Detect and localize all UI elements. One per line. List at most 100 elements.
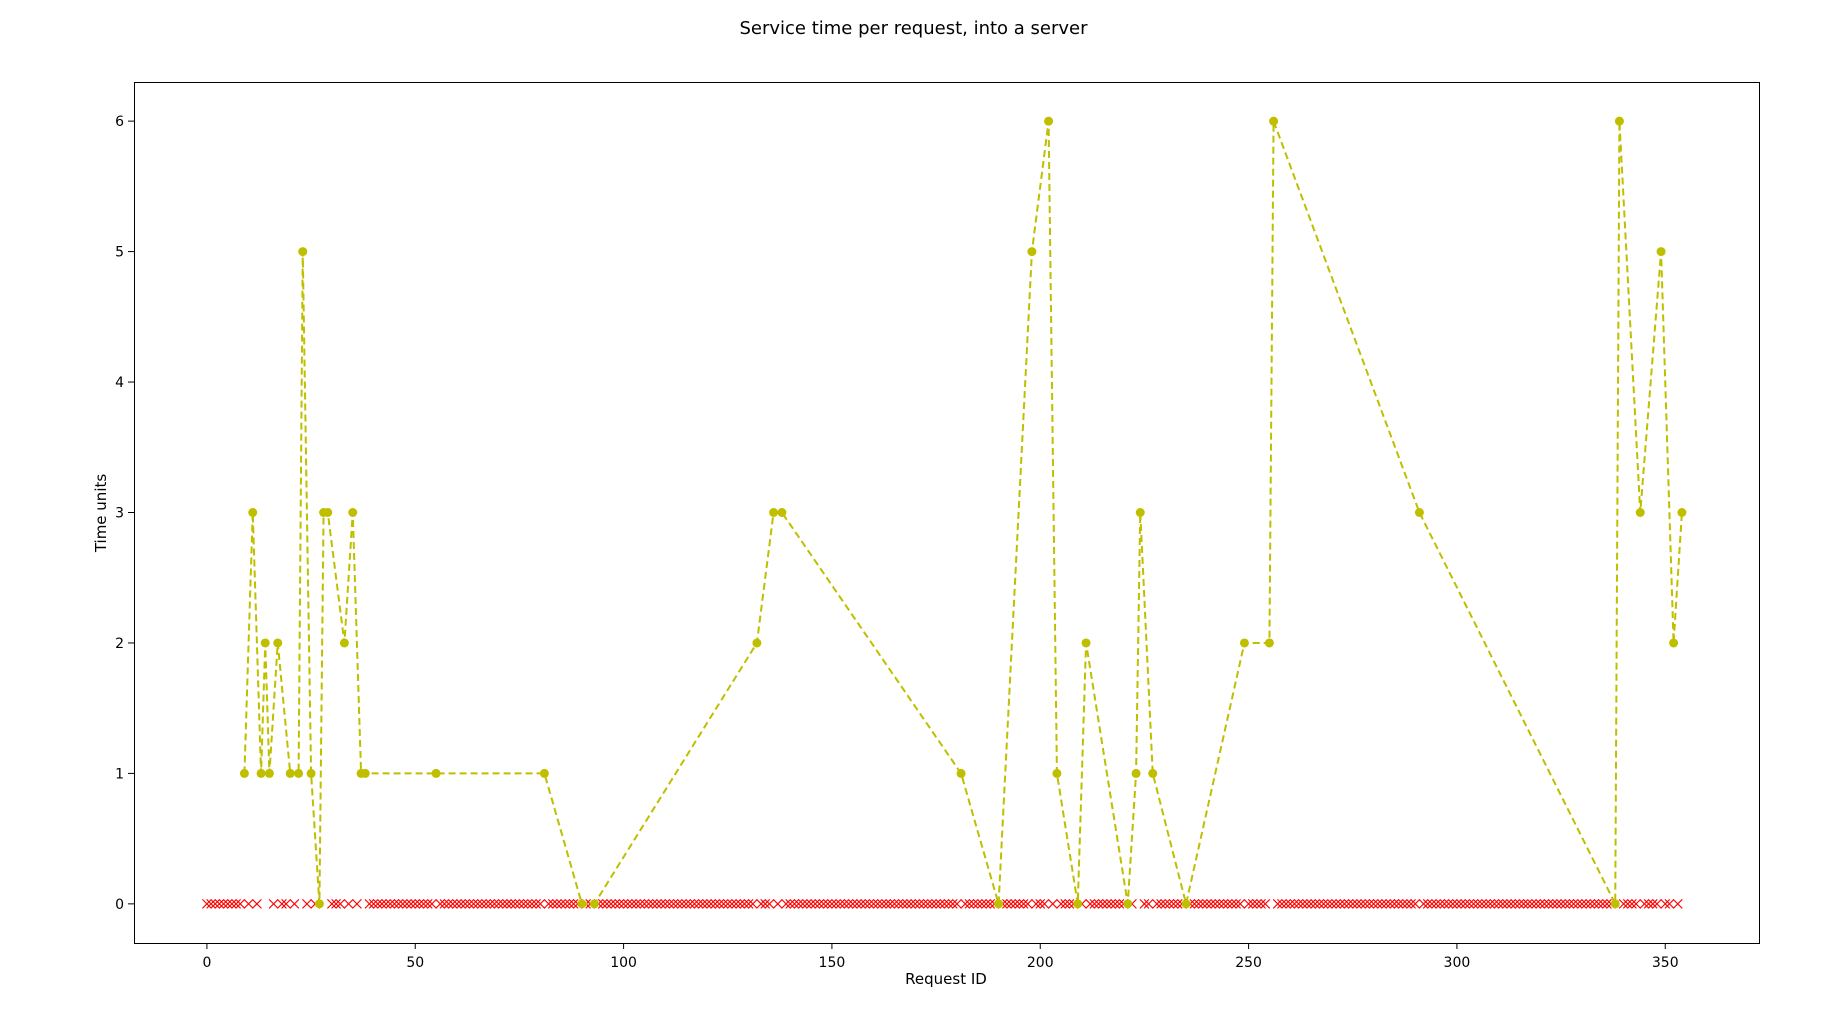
- service-time-point: [1181, 899, 1191, 909]
- dropped-request-marker: [531, 898, 542, 909]
- dropped-request-marker: [1422, 898, 1433, 909]
- dropped-request-marker: [1289, 898, 1300, 909]
- dropped-request-marker: [1101, 898, 1112, 909]
- dropped-request-marker: [1572, 898, 1583, 909]
- dropped-request-marker: [456, 898, 467, 909]
- dropped-request-marker: [685, 898, 696, 909]
- dropped-request-marker: [843, 898, 854, 909]
- y-tick-label: 3: [115, 506, 124, 522]
- dropped-request-marker: [1476, 898, 1487, 909]
- dropped-request-marker: [1160, 898, 1171, 909]
- dropped-request-marker: [1647, 898, 1658, 909]
- dropped-request-marker: [951, 898, 962, 909]
- dropped-request-marker: [1168, 898, 1179, 909]
- dropped-request-marker: [847, 898, 858, 909]
- dropped-request-marker: [1006, 898, 1017, 909]
- dropped-request-marker: [964, 898, 975, 909]
- dropped-request-marker: [643, 898, 654, 909]
- dropped-request-marker: [1301, 898, 1312, 909]
- service-time-point: [1269, 116, 1279, 126]
- service-time-point: [1073, 899, 1083, 909]
- dropped-request-marker: [535, 898, 546, 909]
- dropped-request-marker: [1351, 898, 1362, 909]
- dropped-request-marker: [918, 898, 929, 909]
- dropped-request-marker: [1201, 898, 1212, 909]
- dropped-request-marker: [881, 898, 892, 909]
- dropped-request-marker: [1468, 898, 1479, 909]
- dropped-request-marker: [789, 898, 800, 909]
- dropped-request-marker: [1014, 898, 1025, 909]
- dropped-request-marker: [835, 898, 846, 909]
- dropped-request-marker: [1664, 898, 1675, 909]
- dropped-request-marker: [1035, 898, 1046, 909]
- dropped-request-marker: [931, 898, 942, 909]
- dropped-request-marker: [856, 898, 867, 909]
- dropped-request-marker: [510, 898, 521, 909]
- dropped-request-marker: [468, 898, 479, 909]
- dropped-request-marker: [1097, 898, 1108, 909]
- service-time-markers: [239, 116, 1687, 909]
- dropped-request-marker: [1164, 898, 1175, 909]
- service-time-point: [956, 768, 966, 778]
- dropped-request-marker: [514, 898, 525, 909]
- dropped-request-marker: [564, 898, 575, 909]
- dropped-request-marker: [268, 898, 279, 909]
- dropped-request-marker: [864, 898, 875, 909]
- service-time-point: [539, 768, 549, 778]
- dropped-request-marker: [714, 898, 725, 909]
- dropped-request-marker: [726, 898, 737, 909]
- dropped-request-marker: [885, 898, 896, 909]
- dropped-request-marker: [1018, 898, 1029, 909]
- dropped-request-marker: [1222, 898, 1233, 909]
- dropped-request-marker: [631, 898, 642, 909]
- dropped-request-marker: [660, 898, 671, 909]
- dropped-request-marker: [1235, 898, 1246, 909]
- dropped-request-marker: [1381, 898, 1392, 909]
- dropped-request-marker: [676, 898, 687, 909]
- dropped-request-marker: [876, 898, 887, 909]
- dropped-request-marker: [1456, 898, 1467, 909]
- dropped-request-marker: [1172, 898, 1183, 909]
- x-axis-ticks: 0 50 100 150 200 250 300 350: [202, 943, 1679, 971]
- dropped-request-marker: [760, 898, 771, 909]
- service-time-point: [431, 768, 441, 778]
- service-time-point: [1414, 508, 1424, 517]
- x-axis-label: Request ID: [905, 970, 987, 988]
- service-time-point: [577, 899, 587, 909]
- dropped-request-marker: [451, 898, 462, 909]
- dropped-request-marker: [1651, 898, 1662, 909]
- dropped-request-marker: [289, 898, 300, 909]
- dropped-request-marker: [906, 898, 917, 909]
- dropped-request-marker: [201, 898, 212, 909]
- dropped-request-marker: [301, 898, 312, 909]
- service-time-point: [1123, 899, 1133, 909]
- dropped-request-marker: [1256, 898, 1267, 909]
- dropped-request-marker: [822, 898, 833, 909]
- dropped-request-marker: [939, 898, 950, 909]
- dropped-request-marker: [1593, 898, 1604, 909]
- dropped-request-marker: [1556, 898, 1567, 909]
- dropped-request-marker: [489, 898, 500, 909]
- dropped-request-marker: [556, 898, 567, 909]
- dropped-request-marker: [1497, 898, 1508, 909]
- dropped-request-marker: [1672, 898, 1683, 909]
- dropped-request-marker: [435, 898, 446, 909]
- dropped-request-marker: [960, 898, 971, 909]
- dropped-request-marker: [414, 898, 425, 909]
- dropped-request-marker: [797, 898, 808, 909]
- dropped-request-marker: [839, 898, 850, 909]
- dropped-request-marker: [785, 898, 796, 909]
- dropped-request-marker: [943, 898, 954, 909]
- dropped-request-marker: [1364, 898, 1375, 909]
- dropped-request-marker: [1089, 898, 1100, 909]
- dropped-request-marker: [706, 898, 717, 909]
- dropped-request-marker: [606, 898, 617, 909]
- dropped-request-marker: [385, 898, 396, 909]
- dropped-request-marker: [1210, 898, 1221, 909]
- dropped-request-marker: [1331, 898, 1342, 909]
- dropped-request-marker: [522, 898, 533, 909]
- dropped-request-marker: [506, 898, 517, 909]
- dropped-request-marker: [868, 898, 879, 909]
- y-tick-label: 6: [115, 114, 124, 130]
